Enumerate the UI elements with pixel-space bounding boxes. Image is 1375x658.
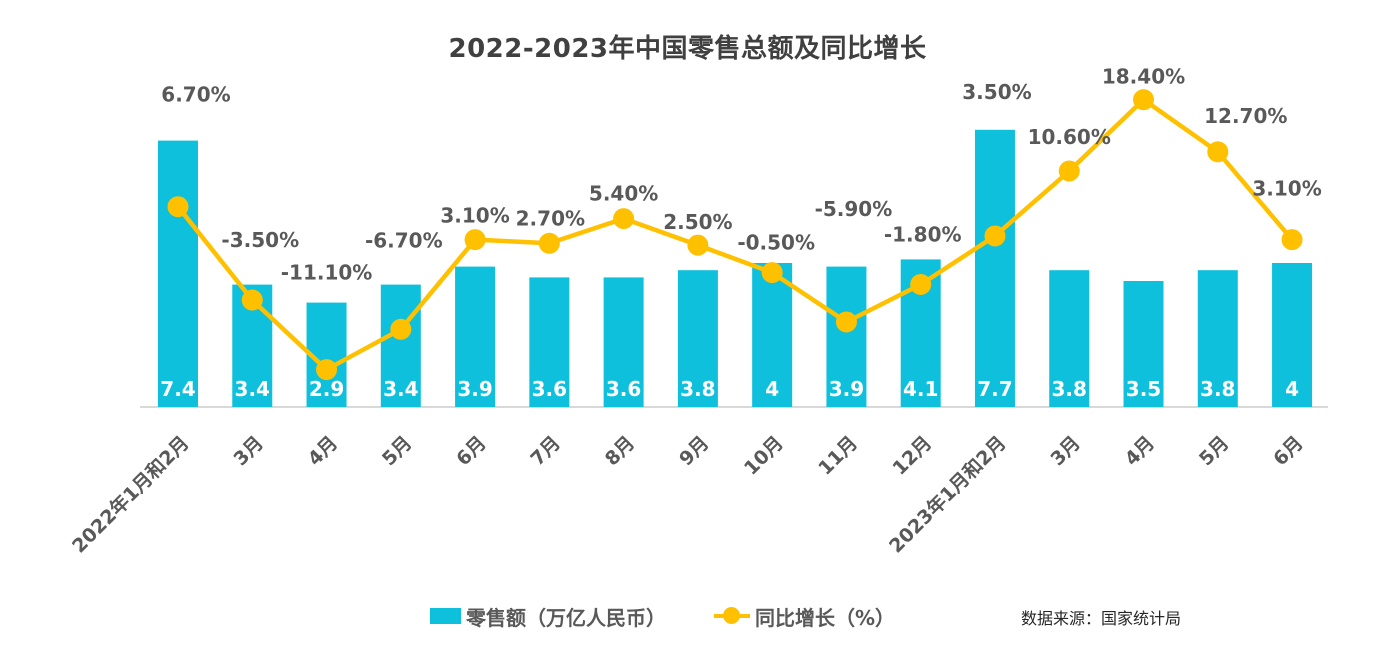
line-marker: [687, 234, 709, 256]
x-axis-tick-label: 10月: [740, 432, 788, 480]
bar-value-label: 3.4: [235, 377, 270, 401]
x-axis-tick-label: 5月: [378, 432, 416, 470]
line-marker: [316, 359, 338, 381]
bar-value-label: 3.4: [383, 377, 418, 401]
line-marker: [464, 229, 486, 251]
growth-line: [175, 97, 1295, 372]
line-marker: [761, 262, 783, 284]
legend-bar-label: 零售额（万亿人民币）: [466, 605, 666, 630]
line-marker: [390, 318, 412, 340]
bar: [603, 277, 644, 407]
line-series-swatch-icon: [714, 607, 750, 625]
x-axis-tick-label: 3月: [229, 432, 267, 470]
line-marker: [1058, 160, 1080, 182]
bar: [529, 277, 570, 407]
growth-value-label: 2.70%: [516, 206, 585, 230]
line-marker: [984, 225, 1006, 247]
bar-value-label: 3.8: [1052, 377, 1087, 401]
bar: [677, 270, 718, 407]
legend-item-bar: 零售额（万亿人民币）: [430, 602, 666, 631]
bar-value-label: 4: [1285, 377, 1299, 401]
bar-value-label: 3.6: [532, 377, 567, 401]
bar-value-label: 3.6: [606, 377, 641, 401]
bar-value-label: 7.7: [977, 377, 1012, 401]
bar-value-label: 3.5: [1126, 377, 1161, 401]
growth-value-label: 12.70%: [1204, 104, 1287, 128]
bar: [752, 263, 793, 407]
x-axis-tick-label: 9月: [675, 432, 713, 470]
legend: 零售额（万亿人民币） 同比增长（%）: [430, 600, 895, 632]
x-axis-tick-label: 6月: [452, 432, 490, 470]
legend-line-label: 同比增长（%）: [755, 605, 896, 630]
x-axis-tick-label: 5月: [1195, 432, 1233, 470]
growth-value-label: 6.70%: [161, 83, 230, 107]
growth-value-label: -0.50%: [737, 231, 815, 255]
x-axis-tick-label: 2022年1月和2月: [67, 431, 193, 557]
chart-title: 2022-2023年中国零售总额及同比增长: [448, 34, 927, 64]
bar-value-label: 3.9: [457, 377, 492, 401]
x-axis-tick-label: 4月: [304, 432, 342, 470]
growth-value-label: -11.10%: [281, 261, 373, 285]
bar: [1272, 263, 1313, 407]
bar: [158, 140, 198, 407]
line-marker: [613, 208, 635, 230]
line-marker: [538, 232, 560, 254]
line-marker: [1207, 141, 1229, 163]
growth-value-label: -5.90%: [815, 197, 893, 221]
x-axis-tick-label: 4月: [1121, 432, 1159, 470]
bar: [974, 129, 1015, 408]
line-marker: [835, 311, 857, 333]
line-swatch-marker: [723, 607, 740, 624]
bar-value-label: 3.8: [680, 377, 715, 401]
bar-series-swatch-icon: [430, 608, 461, 624]
x-axis-tick-label: 6月: [1269, 432, 1307, 470]
x-axis-tick-label: 12月: [889, 432, 937, 480]
bar: [455, 266, 496, 407]
x-axis-tick-label: 11月: [814, 432, 862, 480]
line-marker: [1133, 89, 1155, 111]
data-source-note: 数据来源：国家统计局: [1021, 609, 1182, 628]
line-marker: [1281, 229, 1303, 251]
growth-value-label: 10.60%: [1028, 125, 1111, 149]
bar-value-label: 3.8: [1200, 377, 1235, 401]
growth-value-label: -1.80%: [884, 222, 962, 246]
line-marker: [167, 196, 189, 218]
bar: [380, 284, 421, 407]
growth-value-label: 3.10%: [1252, 177, 1321, 201]
bar: [1049, 270, 1090, 407]
bar: [1197, 270, 1238, 407]
growth-value-label: 18.40%: [1102, 65, 1185, 89]
bar-value-label: 4: [765, 377, 779, 401]
growth-value-label: 3.50%: [962, 80, 1031, 104]
growth-value-label: -6.70%: [365, 228, 443, 252]
growth-value-label: 5.40%: [589, 182, 658, 206]
growth-value-label: 2.50%: [663, 210, 732, 234]
line-marker: [241, 289, 263, 311]
bar: [1123, 281, 1164, 407]
growth-value-label: 3.10%: [440, 204, 509, 228]
x-axis-tick-label: 7月: [527, 432, 565, 470]
bar-value-label: 3.9: [829, 377, 864, 401]
x-axis-tick-label: 8月: [601, 432, 639, 470]
bar-value-label: 2.9: [309, 377, 344, 401]
line-marker: [910, 273, 932, 295]
x-axis-tick-label: 3月: [1046, 432, 1084, 470]
bar: [826, 266, 867, 407]
bar-value-label: 4.1: [903, 377, 938, 401]
growth-value-label: -3.50%: [221, 228, 299, 252]
bar-value-label: 7.4: [160, 377, 195, 401]
legend-item-line: 同比增长（%）: [714, 602, 895, 631]
